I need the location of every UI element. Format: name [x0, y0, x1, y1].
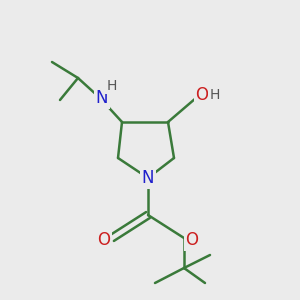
Text: O: O	[196, 86, 208, 104]
Text: N: N	[142, 169, 154, 187]
Text: H: H	[210, 88, 220, 102]
Text: O: O	[185, 231, 199, 249]
Text: N: N	[96, 89, 108, 107]
Text: H: H	[107, 79, 117, 93]
Text: O: O	[98, 231, 110, 249]
